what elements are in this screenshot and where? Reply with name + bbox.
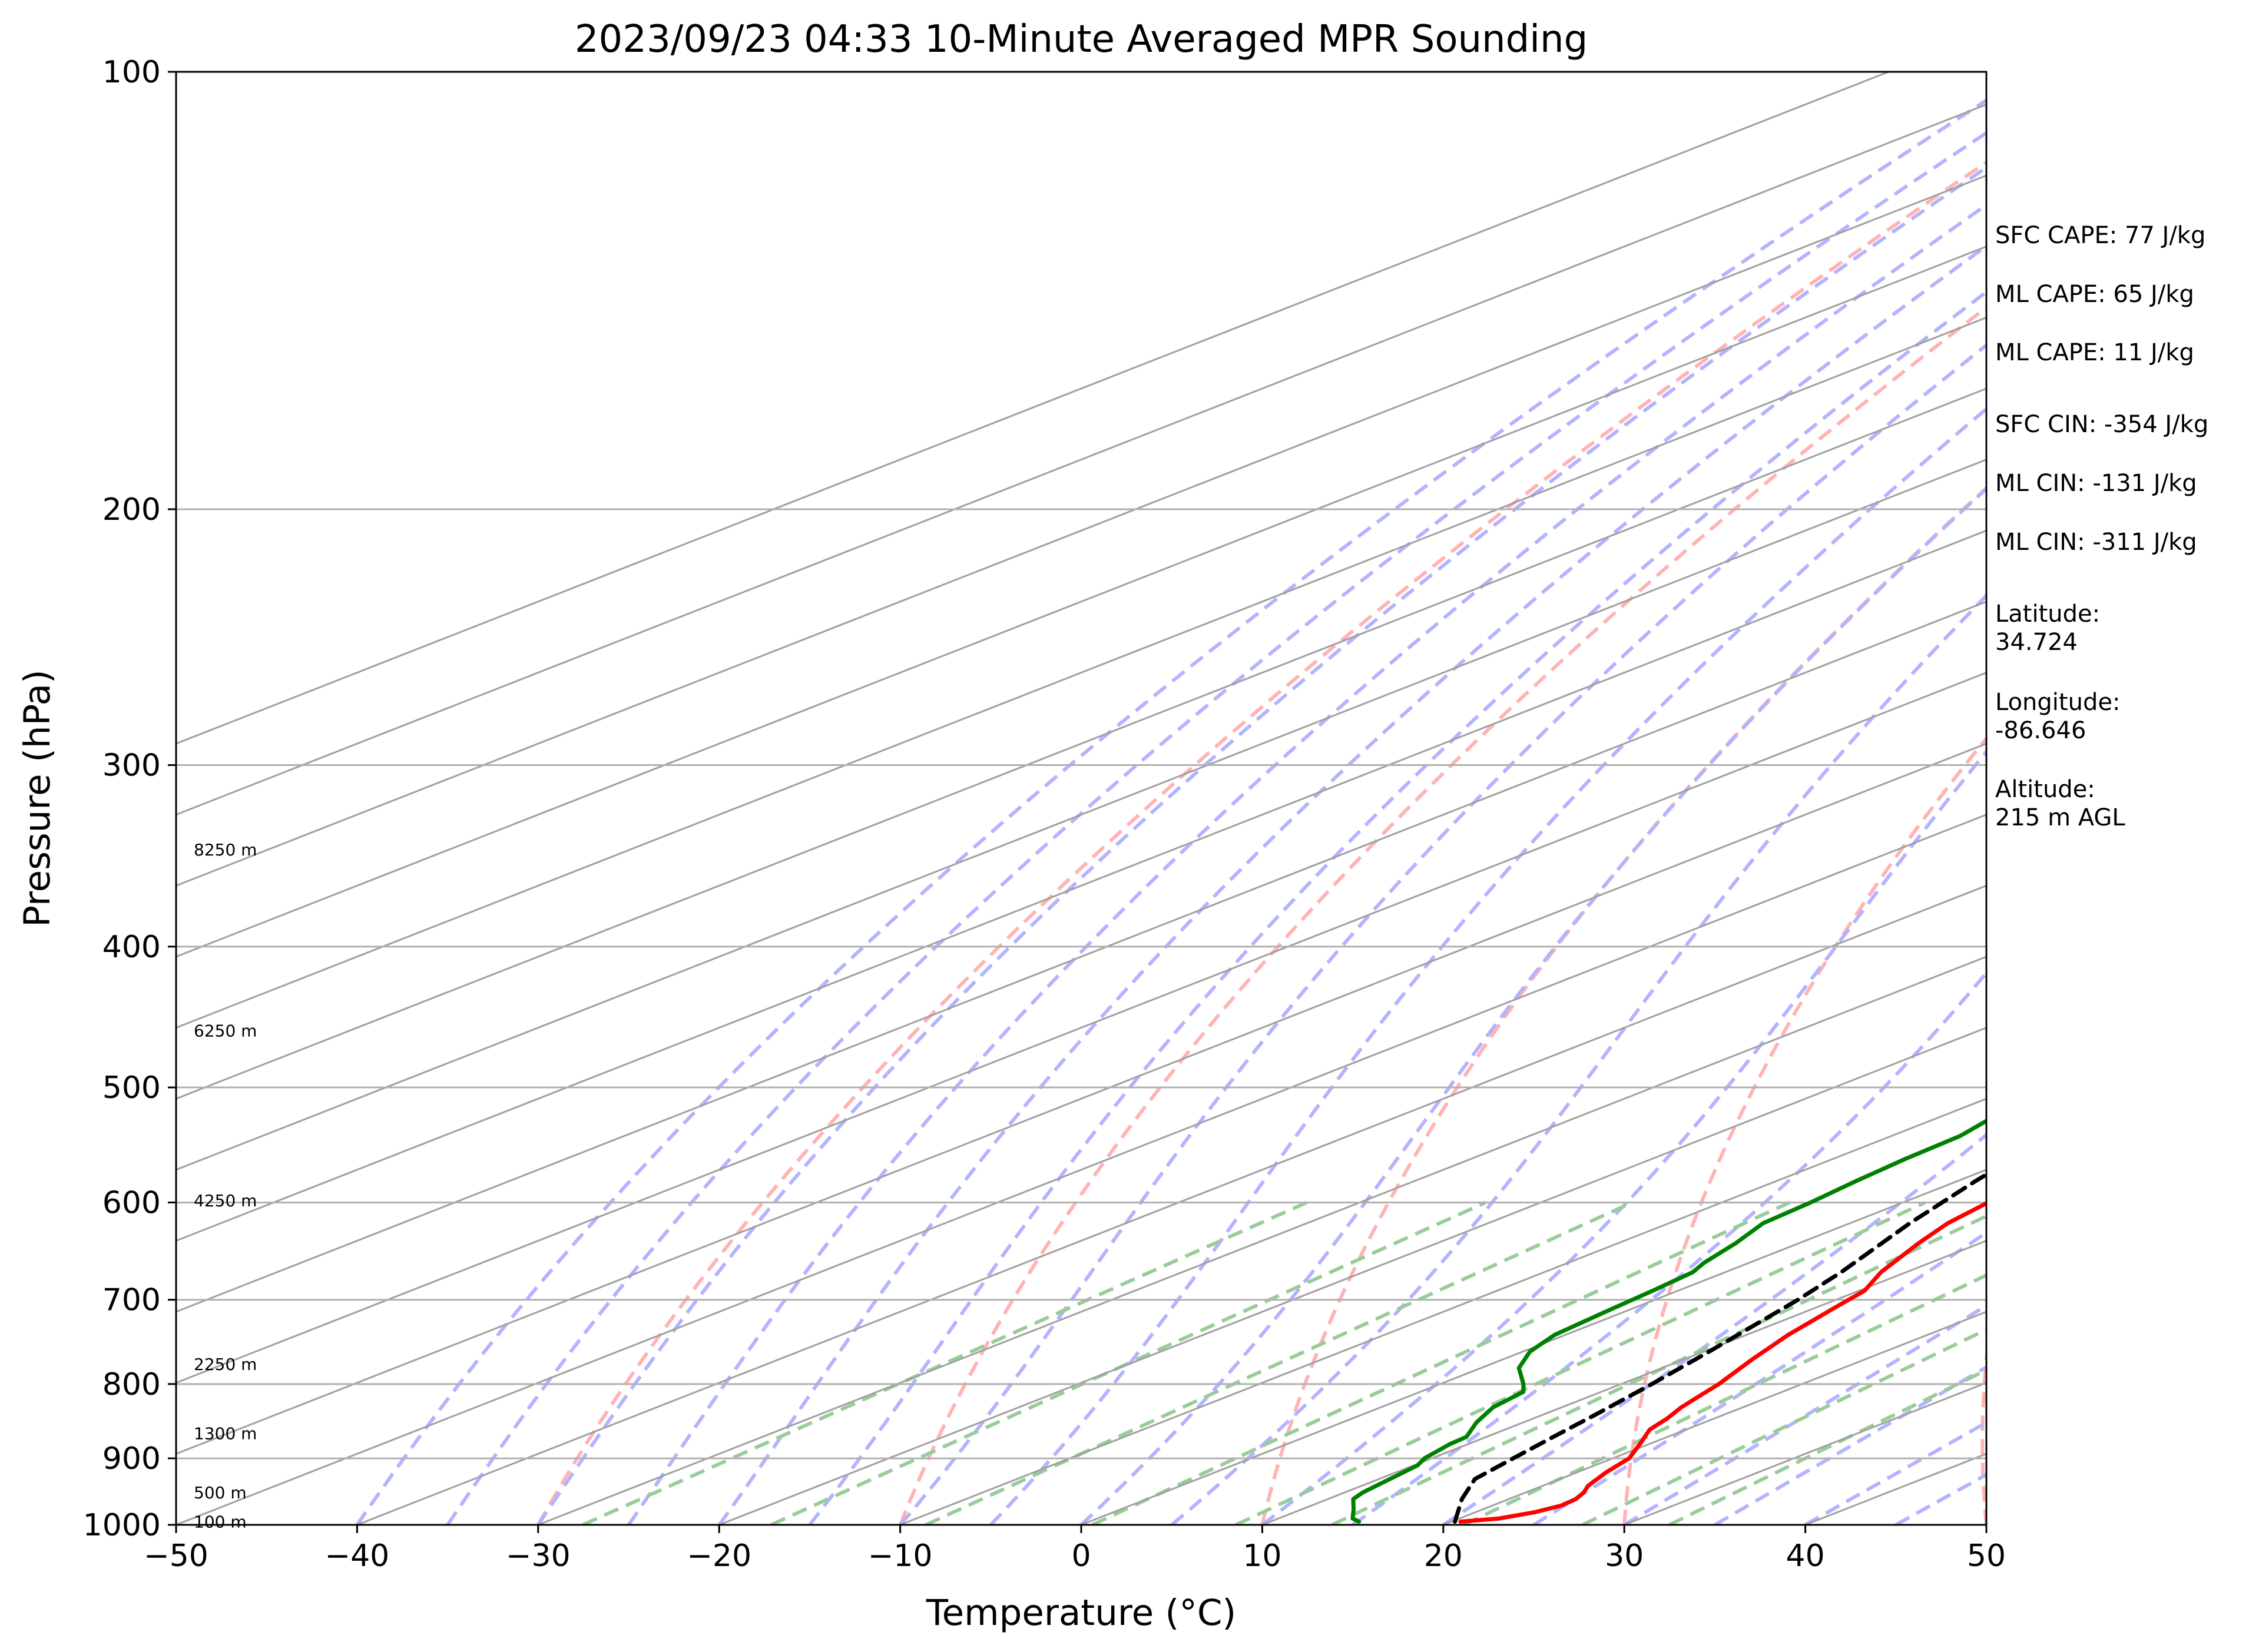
isotherm-line <box>1081 1169 1986 1525</box>
stats-panel: SFC CAPE: 77 J/kg ML CAPE: 65 J/kg ML CA… <box>1995 222 2208 831</box>
x-tick-label: −50 <box>144 1538 208 1574</box>
dry-adiabat <box>1622 735 1986 1525</box>
moist-adiabat <box>1079 486 1986 1525</box>
isotherm-line <box>900 1097 1986 1525</box>
mixing-ratio-line <box>582 1200 1308 1525</box>
moist-adiabat <box>1352 970 1986 1525</box>
background-lines <box>176 72 1986 1525</box>
isotherm-line <box>176 529 1986 1242</box>
height-label: 8250 m <box>194 840 257 860</box>
isotherm-line <box>176 671 1986 1384</box>
isotherm-line <box>718 1027 1986 1525</box>
ml-cin-text-2: ML CIN: -311 J/kg <box>1995 529 2197 556</box>
isotherm-line <box>176 72 1889 745</box>
y-tick-label: 1000 <box>83 1508 161 1543</box>
dry-adiabat <box>898 305 1986 1525</box>
y-tick-label: 300 <box>102 748 161 784</box>
y-axis-label: Pressure (hPa) <box>16 669 58 927</box>
x-tick-label: 10 <box>1243 1538 1281 1574</box>
altitude-value: 215 m AGL <box>1995 804 2125 831</box>
x-tick-label: −10 <box>868 1538 933 1574</box>
height-label: 100 m <box>194 1512 247 1532</box>
isotherm-line <box>176 459 1986 1171</box>
longitude-value: -86.646 <box>1995 717 2086 744</box>
x-tick-label: 50 <box>1967 1538 2006 1574</box>
y-axis-ticks: 100 200 300 400 500 600 700 800 900 1000 <box>83 55 176 1543</box>
y-tick-label: 200 <box>102 492 161 528</box>
surface-parcel-profile-line <box>1453 1172 1986 1524</box>
moist-adiabat <box>536 165 1986 1525</box>
x-tick-label: −20 <box>687 1538 751 1574</box>
x-tick-label: 20 <box>1424 1538 1463 1574</box>
isotherm-line <box>356 884 1986 1525</box>
longitude-label: Longitude: <box>1995 689 2120 716</box>
moist-adiabat <box>446 131 1986 1525</box>
dry-adiabat <box>1980 1341 1986 1525</box>
mixing-ratio-line <box>1235 1200 1926 1525</box>
sfc-cin-text: SFC CIN: -354 J/kg <box>1995 411 2208 438</box>
height-label: 6250 m <box>194 1021 257 1041</box>
sfc-cape-text: SFC CAPE: 77 J/kg <box>1995 222 2205 249</box>
mixing-ratio-line <box>1331 1214 1986 1525</box>
moist-adiabat <box>717 244 1986 1525</box>
moist-adiabat <box>1623 1303 1986 1525</box>
x-tick-label: −40 <box>325 1538 390 1574</box>
latitude-label: Latitude: <box>1995 601 2100 628</box>
latitude-value: 34.724 <box>1995 629 2078 656</box>
moist-adiabat <box>1532 1230 1986 1525</box>
ml-cape-text-2: ML CAPE: 11 J/kg <box>1995 339 2194 366</box>
height-label: 1300 m <box>194 1424 257 1444</box>
y-tick-label: 600 <box>102 1185 161 1220</box>
y-tick-label: 900 <box>102 1441 161 1477</box>
isotherm-line <box>176 174 1986 887</box>
x-tick-label: 40 <box>1786 1538 1825 1574</box>
temperature-line <box>1458 1201 1986 1524</box>
dewpoint-line <box>1350 1118 1986 1524</box>
chart-title: 2023/09/23 04:33 10-Minute Averaged MPR … <box>575 18 1588 61</box>
x-axis-label: Temperature (°C) <box>926 1592 1236 1634</box>
height-label: 2250 m <box>194 1355 257 1374</box>
mixing-ratio-line <box>1582 1328 1986 1525</box>
pressure-gridlines <box>176 71 1986 1526</box>
isotherm-line <box>176 246 1986 958</box>
isotherm-line <box>176 316 1986 1029</box>
series-layer <box>1350 1118 1986 1524</box>
plot-frame <box>175 71 1988 1526</box>
x-tick-label: 0 <box>1071 1538 1091 1574</box>
moist-adiabat <box>355 98 1986 1525</box>
moist-adiabat <box>989 406 1986 1525</box>
isotherm-line <box>176 742 1986 1455</box>
y-tick-label: 700 <box>102 1283 161 1318</box>
moist-adiabat <box>627 203 1986 1525</box>
isotherm-line <box>176 387 1986 1100</box>
moist-adiabat <box>808 290 1986 1525</box>
y-tick-label: 800 <box>102 1367 161 1402</box>
altitude-label: Altitude: <box>1995 776 2095 803</box>
isotherm-line <box>538 956 1986 1525</box>
isotherm-line <box>176 601 1986 1313</box>
height-labels: 100 m 500 m 1300 m 2250 m 4250 m 6250 m 8250 m <box>194 840 257 1532</box>
height-label: 500 m <box>194 1483 247 1502</box>
y-tick-label: 400 <box>102 930 161 965</box>
y-tick-label: 100 <box>102 55 161 90</box>
ml-cin-text-1: ML CIN: -131 J/kg <box>1995 470 2197 497</box>
x-tick-label: 30 <box>1605 1538 1644 1574</box>
moist-adiabat <box>1442 1132 1986 1525</box>
dry-adiabat <box>536 160 1986 1525</box>
ml-cape-text-1: ML CAPE: 65 J/kg <box>1995 281 2194 308</box>
isotherm-line <box>176 814 1986 1525</box>
isotherm-line <box>1261 1239 1986 1525</box>
mixing-ratio-line <box>925 1200 1633 1525</box>
height-label: 4250 m <box>194 1191 257 1210</box>
y-tick-label: 500 <box>102 1070 161 1106</box>
moist-adiabat <box>1170 593 1986 1525</box>
isotherm-line <box>176 103 1986 816</box>
x-tick-label: −30 <box>506 1538 571 1574</box>
x-axis-ticks: −50 −40 −30 −20 −10 0 10 20 30 40 50 <box>144 1525 2006 1574</box>
